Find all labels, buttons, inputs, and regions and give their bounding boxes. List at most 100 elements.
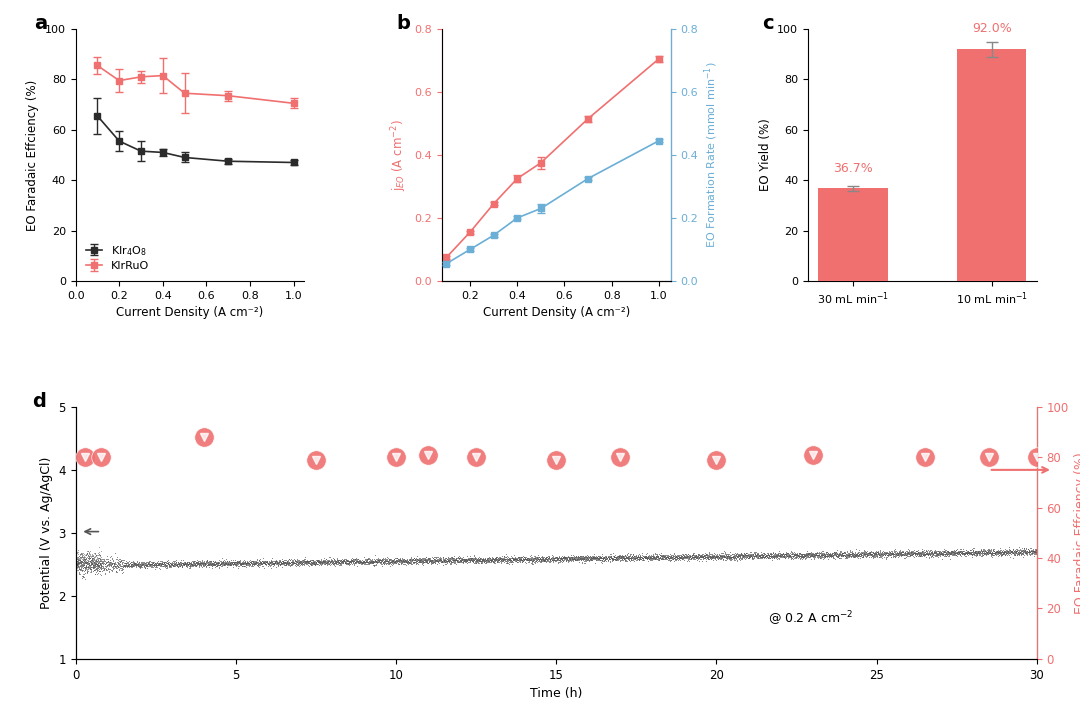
Point: [509, 554, 526, 565]
Point: [905, 551, 922, 563]
Point: [238, 557, 255, 569]
Point: [810, 550, 827, 561]
Point: [734, 551, 752, 563]
Point: [927, 549, 944, 560]
Point: [476, 555, 494, 567]
Point: [909, 548, 927, 560]
Point: [139, 558, 157, 570]
Point: [258, 556, 275, 568]
Point: [276, 557, 294, 569]
Point: [916, 549, 933, 560]
Point: [788, 549, 806, 560]
Point: [315, 558, 333, 570]
Point: [697, 549, 714, 560]
Point: [284, 559, 301, 571]
Point: [291, 556, 308, 568]
Point: [735, 552, 753, 563]
Point: [75, 557, 92, 568]
Point: [424, 552, 442, 563]
Point: [860, 549, 877, 560]
Point: [589, 552, 606, 563]
Point: [577, 552, 594, 564]
Point: [915, 550, 932, 561]
Point: [82, 550, 99, 561]
Point: [349, 555, 366, 567]
Point: [136, 561, 153, 573]
Point: [684, 552, 701, 564]
Point: [188, 560, 205, 572]
Point: [627, 550, 645, 562]
Point: [342, 556, 360, 568]
Point: [455, 553, 472, 565]
Point: [252, 557, 269, 569]
Point: [566, 550, 583, 562]
Point: [130, 560, 147, 572]
Point: [761, 550, 779, 562]
Point: [598, 552, 616, 564]
Point: [659, 551, 676, 563]
Point: [174, 555, 191, 566]
Point: [254, 552, 271, 564]
Point: [121, 557, 138, 569]
Point: [940, 549, 957, 560]
Point: [748, 552, 766, 564]
Point: [974, 545, 991, 557]
Point: [986, 545, 1003, 557]
Point: [618, 552, 635, 563]
Point: [1022, 547, 1039, 558]
Point: [538, 555, 555, 566]
Point: [245, 556, 262, 568]
Point: [243, 559, 260, 571]
Point: [895, 549, 913, 560]
Point: [805, 550, 822, 561]
Point: [293, 555, 310, 567]
Point: [893, 547, 910, 558]
Point: [148, 560, 165, 571]
Point: [194, 558, 212, 570]
Point: [887, 550, 904, 561]
Point: [867, 548, 885, 560]
Point: [73, 555, 91, 567]
Point: [165, 560, 183, 571]
Point: [117, 559, 134, 571]
Point: [116, 557, 133, 569]
Point: [98, 560, 116, 572]
Point: [1020, 547, 1037, 558]
Point: [672, 552, 689, 564]
Point: [229, 557, 246, 568]
Point: [505, 554, 523, 565]
Point: [758, 547, 775, 558]
Point: [650, 552, 667, 564]
Point: [825, 547, 842, 559]
Point: [949, 546, 967, 557]
Point: [607, 551, 624, 563]
Point: [168, 560, 186, 571]
Point: [334, 555, 351, 567]
Point: [711, 550, 728, 561]
Point: [818, 550, 835, 562]
Point: [80, 562, 97, 573]
Point: [265, 558, 282, 570]
Point: [783, 552, 800, 563]
Point: [1017, 542, 1035, 553]
Point: [197, 559, 214, 571]
Point: [870, 546, 888, 557]
Point: [147, 560, 164, 572]
Point: [697, 550, 714, 561]
Point: [166, 557, 184, 568]
Point: [134, 558, 151, 570]
Point: [937, 550, 955, 562]
Point: [943, 547, 960, 559]
Point: [418, 557, 435, 569]
Point: [1013, 545, 1030, 557]
Point: [543, 550, 561, 561]
Point: [895, 549, 913, 560]
Point: [85, 556, 103, 568]
Point: [151, 560, 168, 572]
Point: [458, 553, 475, 565]
Point: [550, 557, 567, 568]
Point: [847, 550, 864, 561]
Point: [573, 552, 591, 564]
Point: [473, 555, 490, 567]
Point: [271, 556, 288, 568]
